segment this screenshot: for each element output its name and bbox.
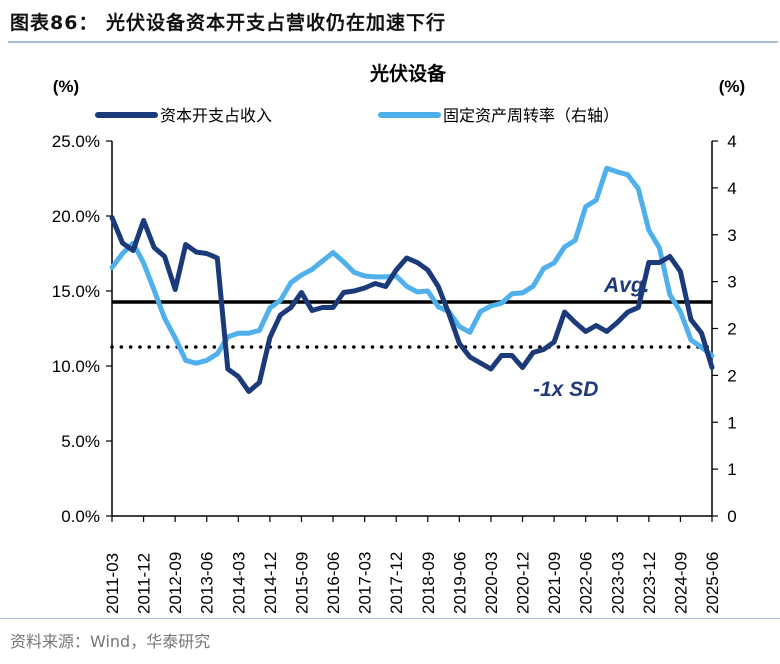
x-tick-label: 2022-06 [577,552,596,614]
x-tick-label: 2017-12 [387,552,406,614]
right-tick-label: 0 [727,507,736,526]
x-tick-label: 2011-03 [103,553,122,614]
legend-label-capex: 资本开支占收入 [160,106,272,125]
sd-annotation: -1x SD [533,378,598,401]
x-tick-label: 2013-06 [198,552,217,614]
legend-label-turnover: 固定资产周转率（右轴） [443,106,619,125]
right-tick-label: 3 [727,226,736,245]
x-tick-label: 2015-09 [292,552,311,614]
left-tick-label: 0.0% [61,507,100,526]
figure-title: 图表86： 光伏设备资本开支占营收仍在加速下行 [10,12,447,34]
x-tick-label: 2012-09 [166,552,185,614]
avg-annotation: Avg. [603,274,650,297]
x-tick-label: 2018-09 [419,552,438,614]
x-tick-label: 2011-12 [135,553,154,614]
footer-divider [0,618,780,619]
left-tick-label: 15.0% [52,282,100,301]
right-tick-label: 2 [727,366,736,385]
x-tick-label: 2020-12 [514,552,533,614]
right-tick-label: 1 [727,413,736,432]
left-tick-label: 10.0% [52,357,100,376]
x-tick-label: 2024-09 [671,552,690,614]
x-tick-label: 2017-03 [356,552,375,614]
x-tick-label: 2014-03 [229,552,248,614]
right-axis-unit: (%) [719,77,745,96]
left-axis-unit: (%) [53,77,79,96]
x-tick-label: 2025-06 [703,552,722,614]
right-tick-label: 3 [727,273,736,292]
legend: 资本开支占收入 固定资产周转率（右轴） [95,106,619,125]
capex-ratio-line [109,215,715,394]
chart-title: 光伏设备 [369,62,447,85]
left-tick-label: 5.0% [61,432,100,451]
x-tick-label: 2023-03 [608,552,627,614]
x-tick-label: 2019-06 [450,552,469,614]
right-tick-label: 2 [727,320,736,339]
x-tick-label: 2016-06 [324,552,343,614]
x-tick-label: 2023-12 [640,552,659,614]
title-divider [8,41,778,43]
right-tick-label: 4 [727,179,736,198]
x-tick-label: 2014-12 [261,552,280,614]
right-tick-label: 4 [727,132,736,151]
left-tick-label: 25.0% [52,132,100,151]
left-tick-label: 20.0% [52,207,100,226]
source-note: 资料来源：Wind，华泰研究 [10,632,211,651]
x-tick-label: 2020-03 [482,552,501,614]
x-tick-label: 2021-09 [545,552,564,614]
asset-turnover-line [109,165,715,366]
right-tick-label: 1 [727,460,736,479]
